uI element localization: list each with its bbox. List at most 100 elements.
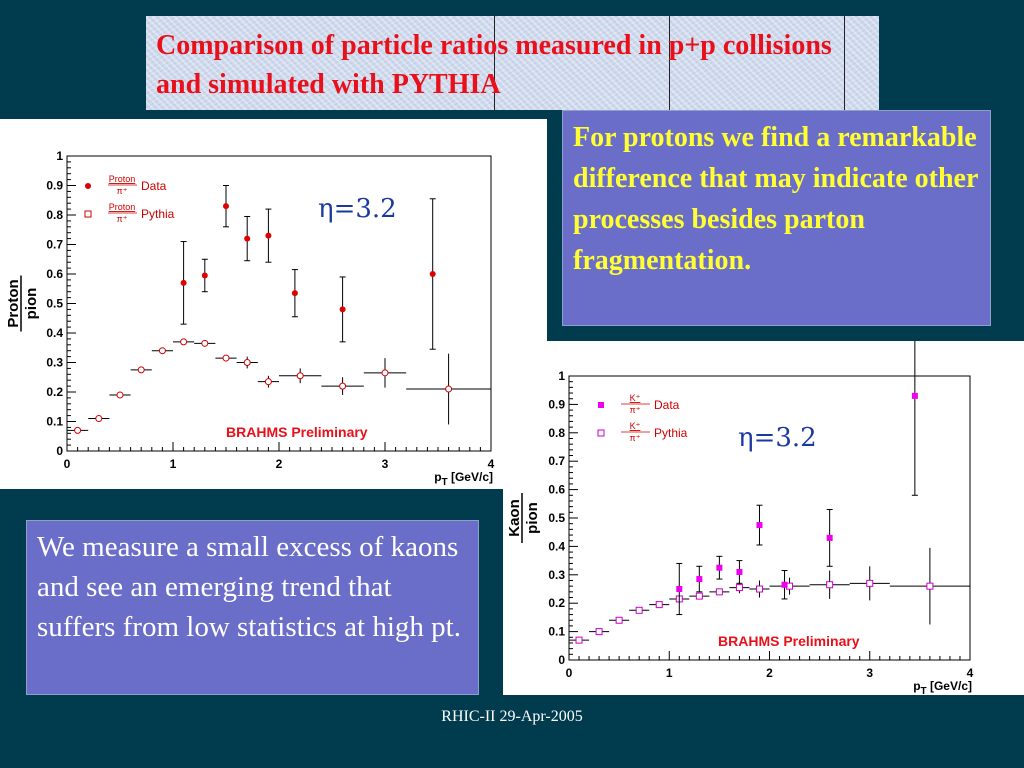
y-tick-label: 0.9 [46,179,63,193]
kaon-note: We measure a small excess of kaons and s… [37,531,461,643]
title-divider [494,16,495,110]
data-point [736,568,743,575]
plot-frame [66,155,492,452]
data-point [291,290,298,297]
title-divider [669,16,670,110]
kaon-ratio-chart: 0 0.1 0.2 0.3 0.4 0.5 0.6 0.7 0.8 0.9 1 0 1 2 3 4pT [Ge… [506,341,974,695]
proton-note-box: For protons we find a remarkable differe… [562,110,991,326]
y-tick-label: 0.8 [548,426,565,440]
pythia-point [264,378,272,386]
y-tick-label: 0.4 [46,326,63,340]
x-tick-label: 0 [566,666,573,680]
legend-marker [598,402,604,408]
pythia-point [575,636,583,644]
pythia-point [74,426,82,434]
brahms-watermark: BRAHMS Preliminary [226,424,368,440]
x-tick-label: 2 [276,457,283,471]
title-divider [844,16,845,110]
x-tick-label: 3 [866,666,873,680]
pythia-point [137,366,145,374]
legend-marker [84,210,92,218]
pythia-point [755,585,763,593]
pythia-point [615,616,623,624]
brahms-watermark: BRAHMS Preliminary [718,633,860,649]
x-tick-label: 2 [766,666,773,680]
legend-marker [597,429,605,437]
y-tick-label: 0 [56,444,63,458]
pythia-point [595,628,603,636]
legend-marker [85,183,91,189]
legend-label: Data [654,398,680,412]
y-tick-label: 0.4 [548,539,565,553]
proton-chart-panel: 0 0.1 0.2 0.3 0.4 0.5 0.6 0.7 0.8 0.9 1 0 1 2 3 4 pT [Ge… [0,119,547,489]
pythia-point [735,584,743,592]
pythia-point [116,391,124,399]
slide-footer: RHIC-II 29-Apr-2005 [441,708,583,725]
legend-label: Pythia [141,207,175,221]
kaon-note-box: We measure a small excess of kaons and s… [26,520,479,695]
y-axis-label-denominator: pion [524,502,541,534]
pythia-point [222,354,230,362]
pythia-point [158,347,166,355]
y-tick-label: 0.7 [548,454,565,468]
y-tick-label: 0.9 [548,397,565,411]
x-axis-label: pT [GeV/c] [434,470,493,488]
legend-numerator: Proton [109,202,136,212]
y-tick-label: 0.3 [548,568,565,582]
pythia-point [826,581,834,589]
data-point [265,232,272,239]
y-tick-label: 1 [56,149,63,163]
proton-ratio-chart: 0 0.1 0.2 0.3 0.4 0.5 0.6 0.7 0.8 0.9 1 0 1 2 3 4pT [Ge… [5,149,495,488]
legend-denominator: π⁺ [117,186,128,196]
data-point [429,271,436,277]
legend-numerator: K⁺ [630,421,641,431]
data-point [180,279,187,286]
data-point [201,272,208,279]
data-point [756,522,763,529]
y-axis-label-denominator: pion [23,288,40,320]
pythia-point [866,579,874,587]
legend-denominator: π⁺ [630,433,641,443]
pythia-point [381,369,389,377]
data-point [716,564,723,571]
legend-numerator: Proton [109,174,136,184]
pythia-point [635,606,643,614]
pythia-point [296,372,304,380]
x-tick-label: 1 [170,457,177,471]
y-tick-label: 0.8 [46,208,63,222]
plot-frame [568,375,971,661]
pythia-point [926,582,934,590]
x-axis-label: pT [GeV/c] [913,679,972,695]
x-tick-label: 4 [967,666,974,680]
pythia-point [180,338,188,346]
y-tick-label: 0.7 [46,238,63,252]
eta-annotation: η=3.2 [738,423,817,453]
y-axis-label-numerator: Kaon [506,499,523,537]
y-tick-label: 0.2 [548,596,565,610]
slide-title: Comparison of particle ratios measured i… [156,30,832,100]
y-tick-label: 1 [558,369,565,383]
pythia-point [695,592,703,600]
pythia-point [243,359,251,366]
legend-label: Data [141,179,167,193]
y-tick-label: 0.5 [548,511,565,525]
y-tick-label: 0.2 [46,385,63,399]
y-tick-label: 0.5 [46,297,63,311]
data-point [781,581,788,588]
x-tick-label: 4 [488,457,495,471]
legend-denominator: π⁺ [117,214,128,224]
y-tick-label: 0.1 [46,415,63,429]
data-point [223,203,229,210]
pythia-point [655,601,663,609]
data-point [339,306,346,313]
title-box: Comparison of particle ratios measured i… [146,16,879,110]
eta-annotation: η=3.2 [318,194,397,224]
x-tick-label: 0 [64,457,71,471]
x-tick-label: 3 [382,457,389,471]
pythia-point [95,415,103,423]
legend-label: Pythia [654,426,688,440]
data-point [911,392,918,399]
data-point [696,576,703,583]
pythia-point [339,382,347,390]
y-tick-label: 0.3 [46,356,63,370]
